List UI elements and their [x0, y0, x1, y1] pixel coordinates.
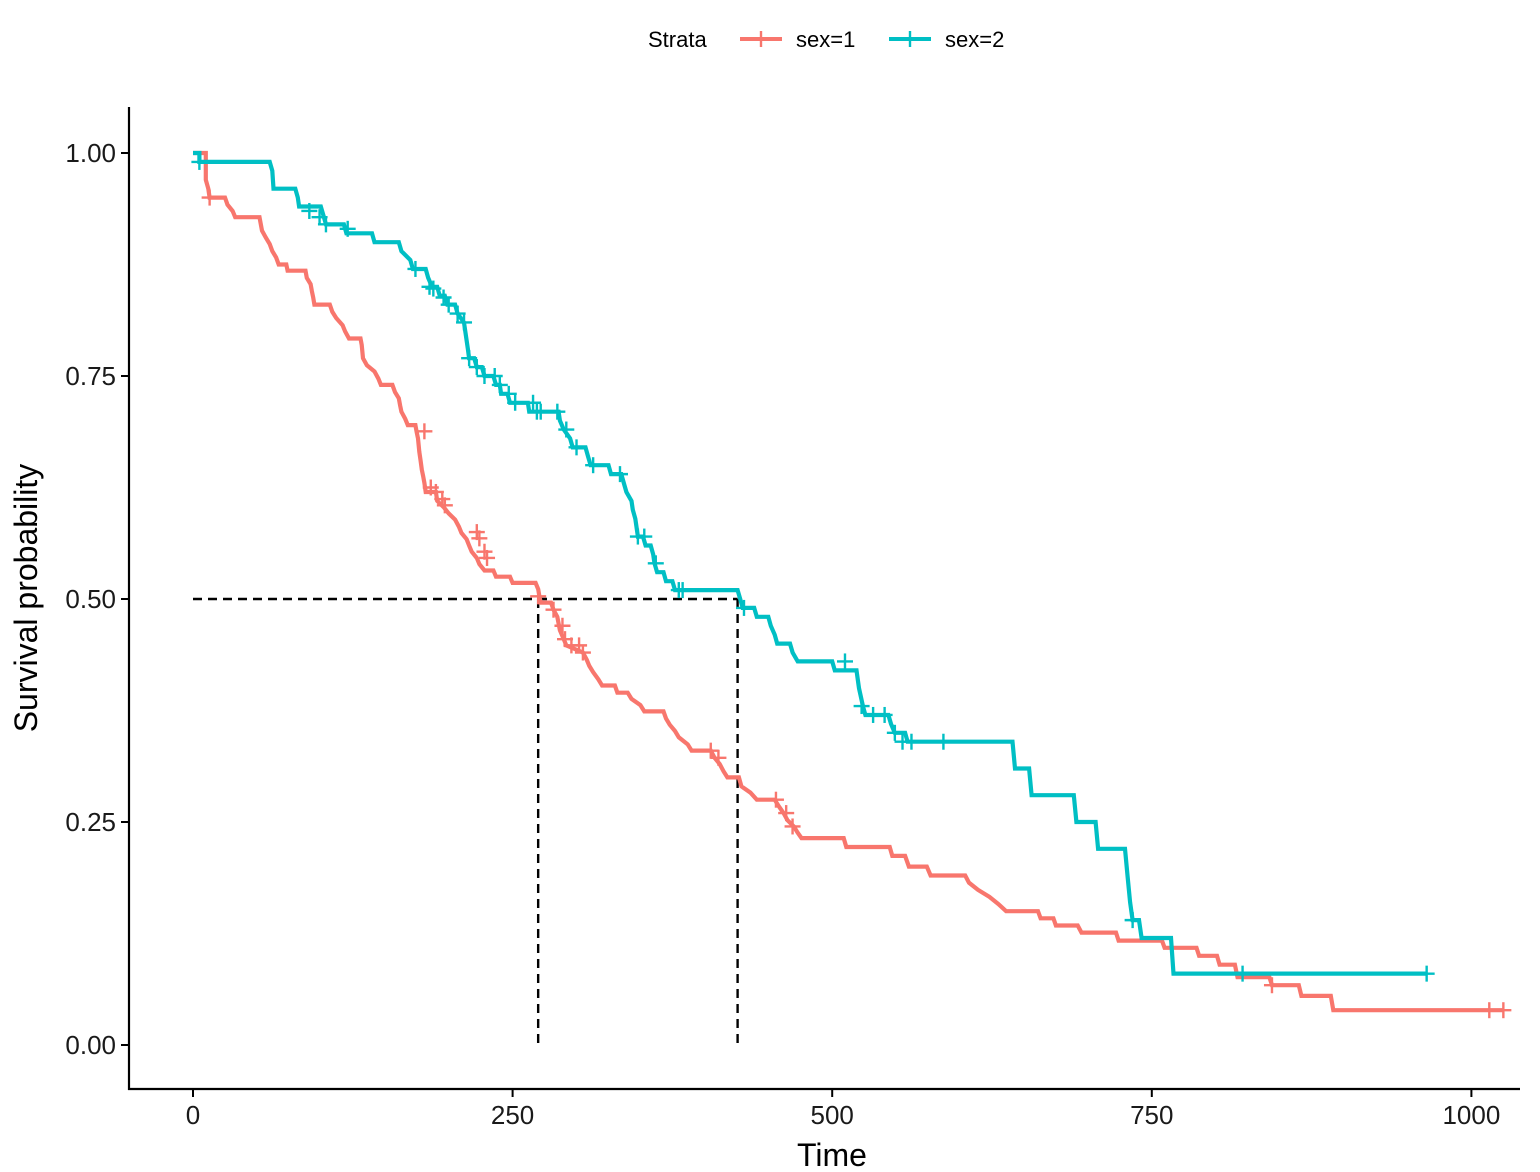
median-lines [193, 597, 739, 1045]
y-tick-label: 0.75 [65, 361, 116, 391]
x-tick-label: 1000 [1442, 1100, 1500, 1130]
y-axis-title: Survival probability [8, 464, 44, 733]
series-sex=2 [191, 150, 1435, 982]
survival-step-line [193, 150, 1427, 976]
legend-label: sex=2 [945, 27, 1004, 52]
legend-entry-sex=1: sex=1 [740, 27, 855, 52]
y-tick-label: 0.00 [65, 1030, 116, 1060]
y-tick-label: 1.00 [65, 138, 116, 168]
x-tick-label: 500 [811, 1100, 854, 1130]
x-tick-label: 750 [1130, 1100, 1173, 1130]
legend-label: sex=1 [796, 27, 855, 52]
legend-entry-sex=2: sex=2 [889, 27, 1004, 52]
survival-step-line [193, 150, 1504, 1013]
x-ticks: 0 250 500 750 1000 [186, 1089, 1500, 1130]
legend-title: Strata [648, 27, 707, 52]
y-tick-label: 0.50 [65, 584, 116, 614]
x-axis-title: Time [797, 1137, 867, 1172]
y-ticks: 0.00 0.25 0.50 0.75 1.00 [65, 138, 129, 1060]
y-tick-label: 0.25 [65, 807, 116, 837]
survival-curves [191, 150, 1512, 1019]
x-tick-label: 250 [491, 1100, 534, 1130]
series-sex=1 [193, 150, 1512, 1019]
legend: Strata sex=1 sex=2 [648, 27, 1004, 52]
x-tick-label: 0 [186, 1100, 200, 1130]
